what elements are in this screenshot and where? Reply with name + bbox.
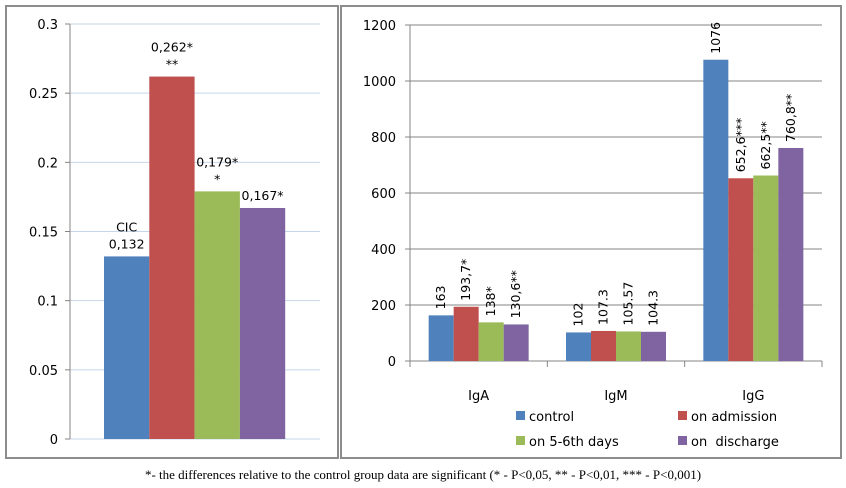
bar-IgM-on-admission — [591, 330, 616, 361]
legend-swatch — [516, 411, 525, 420]
legend-label: on discharge — [691, 435, 779, 450]
data-label: * — [214, 171, 220, 186]
data-label: 138* — [483, 286, 498, 316]
y-tick-label: 400 — [371, 243, 396, 258]
y-tick-label: 0.15 — [29, 226, 58, 241]
data-label: 107.3 — [596, 289, 611, 325]
bar-IgM-on-5-6th-days — [616, 331, 641, 361]
y-tick-label: 0.05 — [29, 364, 58, 379]
y-tick-label: 1200 — [363, 19, 396, 34]
category-label: IgM — [604, 389, 627, 404]
bar-IgG-on-admission — [728, 178, 754, 361]
data-label: CIC — [116, 219, 137, 234]
data-label: 105.57 — [621, 282, 636, 326]
category-label: IgG — [742, 389, 764, 404]
bar-on-discharge — [239, 207, 286, 439]
data-label: 662,5** — [758, 121, 773, 169]
y-tick-label: 0.1 — [37, 295, 58, 310]
data-label: ** — [166, 57, 179, 72]
legend-label: control — [529, 410, 574, 425]
legend-swatch — [678, 436, 687, 445]
data-label: 0,167* — [242, 188, 284, 203]
bar-IgG-on-5-6th-days — [753, 175, 779, 361]
bar-IgG-control — [703, 59, 729, 361]
y-tick-label: 1000 — [363, 75, 396, 90]
data-label: 102 — [571, 303, 586, 327]
data-label: 130,6** — [508, 270, 523, 318]
y-tick-label: 0.2 — [37, 156, 58, 171]
bar-IgA-on-admission — [453, 306, 479, 361]
bar-IgA-on-5-6th-days — [478, 322, 504, 361]
bar-on-admission — [149, 76, 195, 440]
y-tick-label: 600 — [371, 187, 396, 202]
data-label: 1076 — [708, 22, 723, 54]
data-label: 0,179* — [196, 154, 238, 169]
bar-on-5-6th-days — [194, 191, 240, 439]
y-tick-label: 0.3 — [37, 18, 58, 33]
data-label: 0,262* — [151, 40, 193, 55]
bar-IgA-control — [428, 315, 454, 361]
y-tick-label: 0 — [50, 433, 58, 448]
bar-IgM-on-discharge — [641, 331, 666, 361]
legend-label: on admission — [691, 410, 777, 425]
y-tick-label: 0 — [388, 355, 396, 370]
legend-swatch — [516, 436, 525, 445]
data-label: 193,7* — [458, 259, 473, 301]
data-label: 0,132 — [109, 236, 145, 251]
y-tick-label: 0.25 — [29, 87, 58, 102]
bar-IgG-on-discharge — [778, 147, 804, 361]
legend-swatch — [678, 411, 687, 420]
y-tick-label: 800 — [371, 131, 396, 146]
data-label: 760,8** — [783, 94, 798, 142]
data-label: 652,6*** — [733, 118, 748, 173]
significance-footnote: *- the differences relative to the contr… — [144, 467, 702, 482]
bar-IgM-control — [566, 332, 591, 361]
y-tick-label: 200 — [371, 299, 396, 314]
category-label: IgA — [468, 389, 489, 404]
bar-control — [104, 256, 150, 439]
data-label: 104.3 — [646, 290, 661, 326]
bar-IgA-on-discharge — [503, 324, 529, 361]
legend-label: on 5-6th days — [529, 435, 619, 450]
data-label: 163 — [433, 286, 448, 310]
